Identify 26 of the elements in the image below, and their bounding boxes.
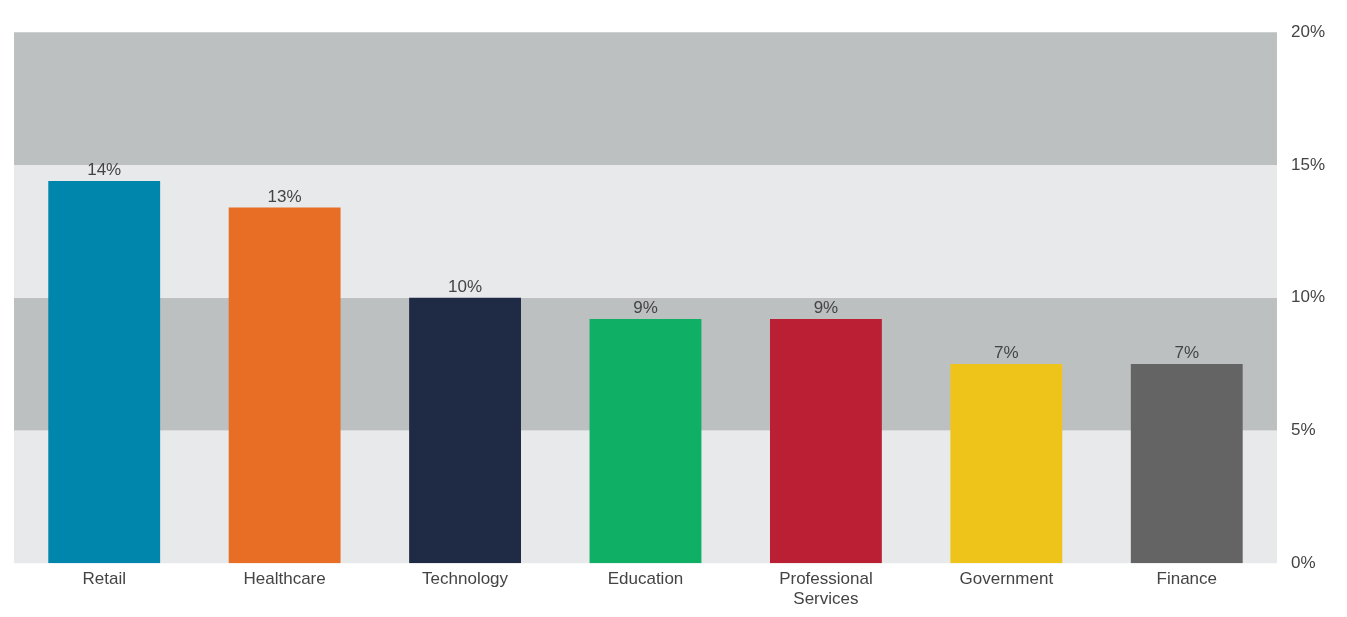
y-tick-label: 5% — [1290, 420, 1316, 440]
bar — [48, 180, 161, 564]
data-label: 7% — [1174, 343, 1200, 363]
y-tick-label: 15% — [1290, 154, 1326, 174]
y-tick-label: 20% — [1290, 21, 1326, 41]
y-tick-label: 0% — [1290, 552, 1316, 572]
data-label: 14% — [87, 160, 122, 180]
x-tick-label: Finance — [1156, 569, 1217, 589]
data-label: 13% — [267, 186, 302, 206]
x-tick-label: Government — [959, 569, 1054, 589]
bar — [589, 318, 702, 564]
x-tick-label: Healthcare — [243, 569, 326, 589]
data-label: 7% — [994, 343, 1019, 363]
bar — [1130, 364, 1243, 564]
x-tick-label: Retail — [82, 569, 126, 589]
bar — [228, 207, 341, 564]
x-tick-label: Education — [607, 569, 684, 589]
x-tick-label: Technology — [422, 569, 509, 589]
data-label: 10% — [448, 276, 483, 296]
bar — [769, 318, 882, 564]
data-label: 9% — [633, 298, 658, 318]
data-label: 9% — [813, 298, 839, 318]
x-tick-label: Professional Services — [779, 569, 873, 609]
bar — [409, 297, 521, 564]
bar — [950, 364, 1063, 564]
y-tick-label: 10% — [1290, 287, 1326, 307]
